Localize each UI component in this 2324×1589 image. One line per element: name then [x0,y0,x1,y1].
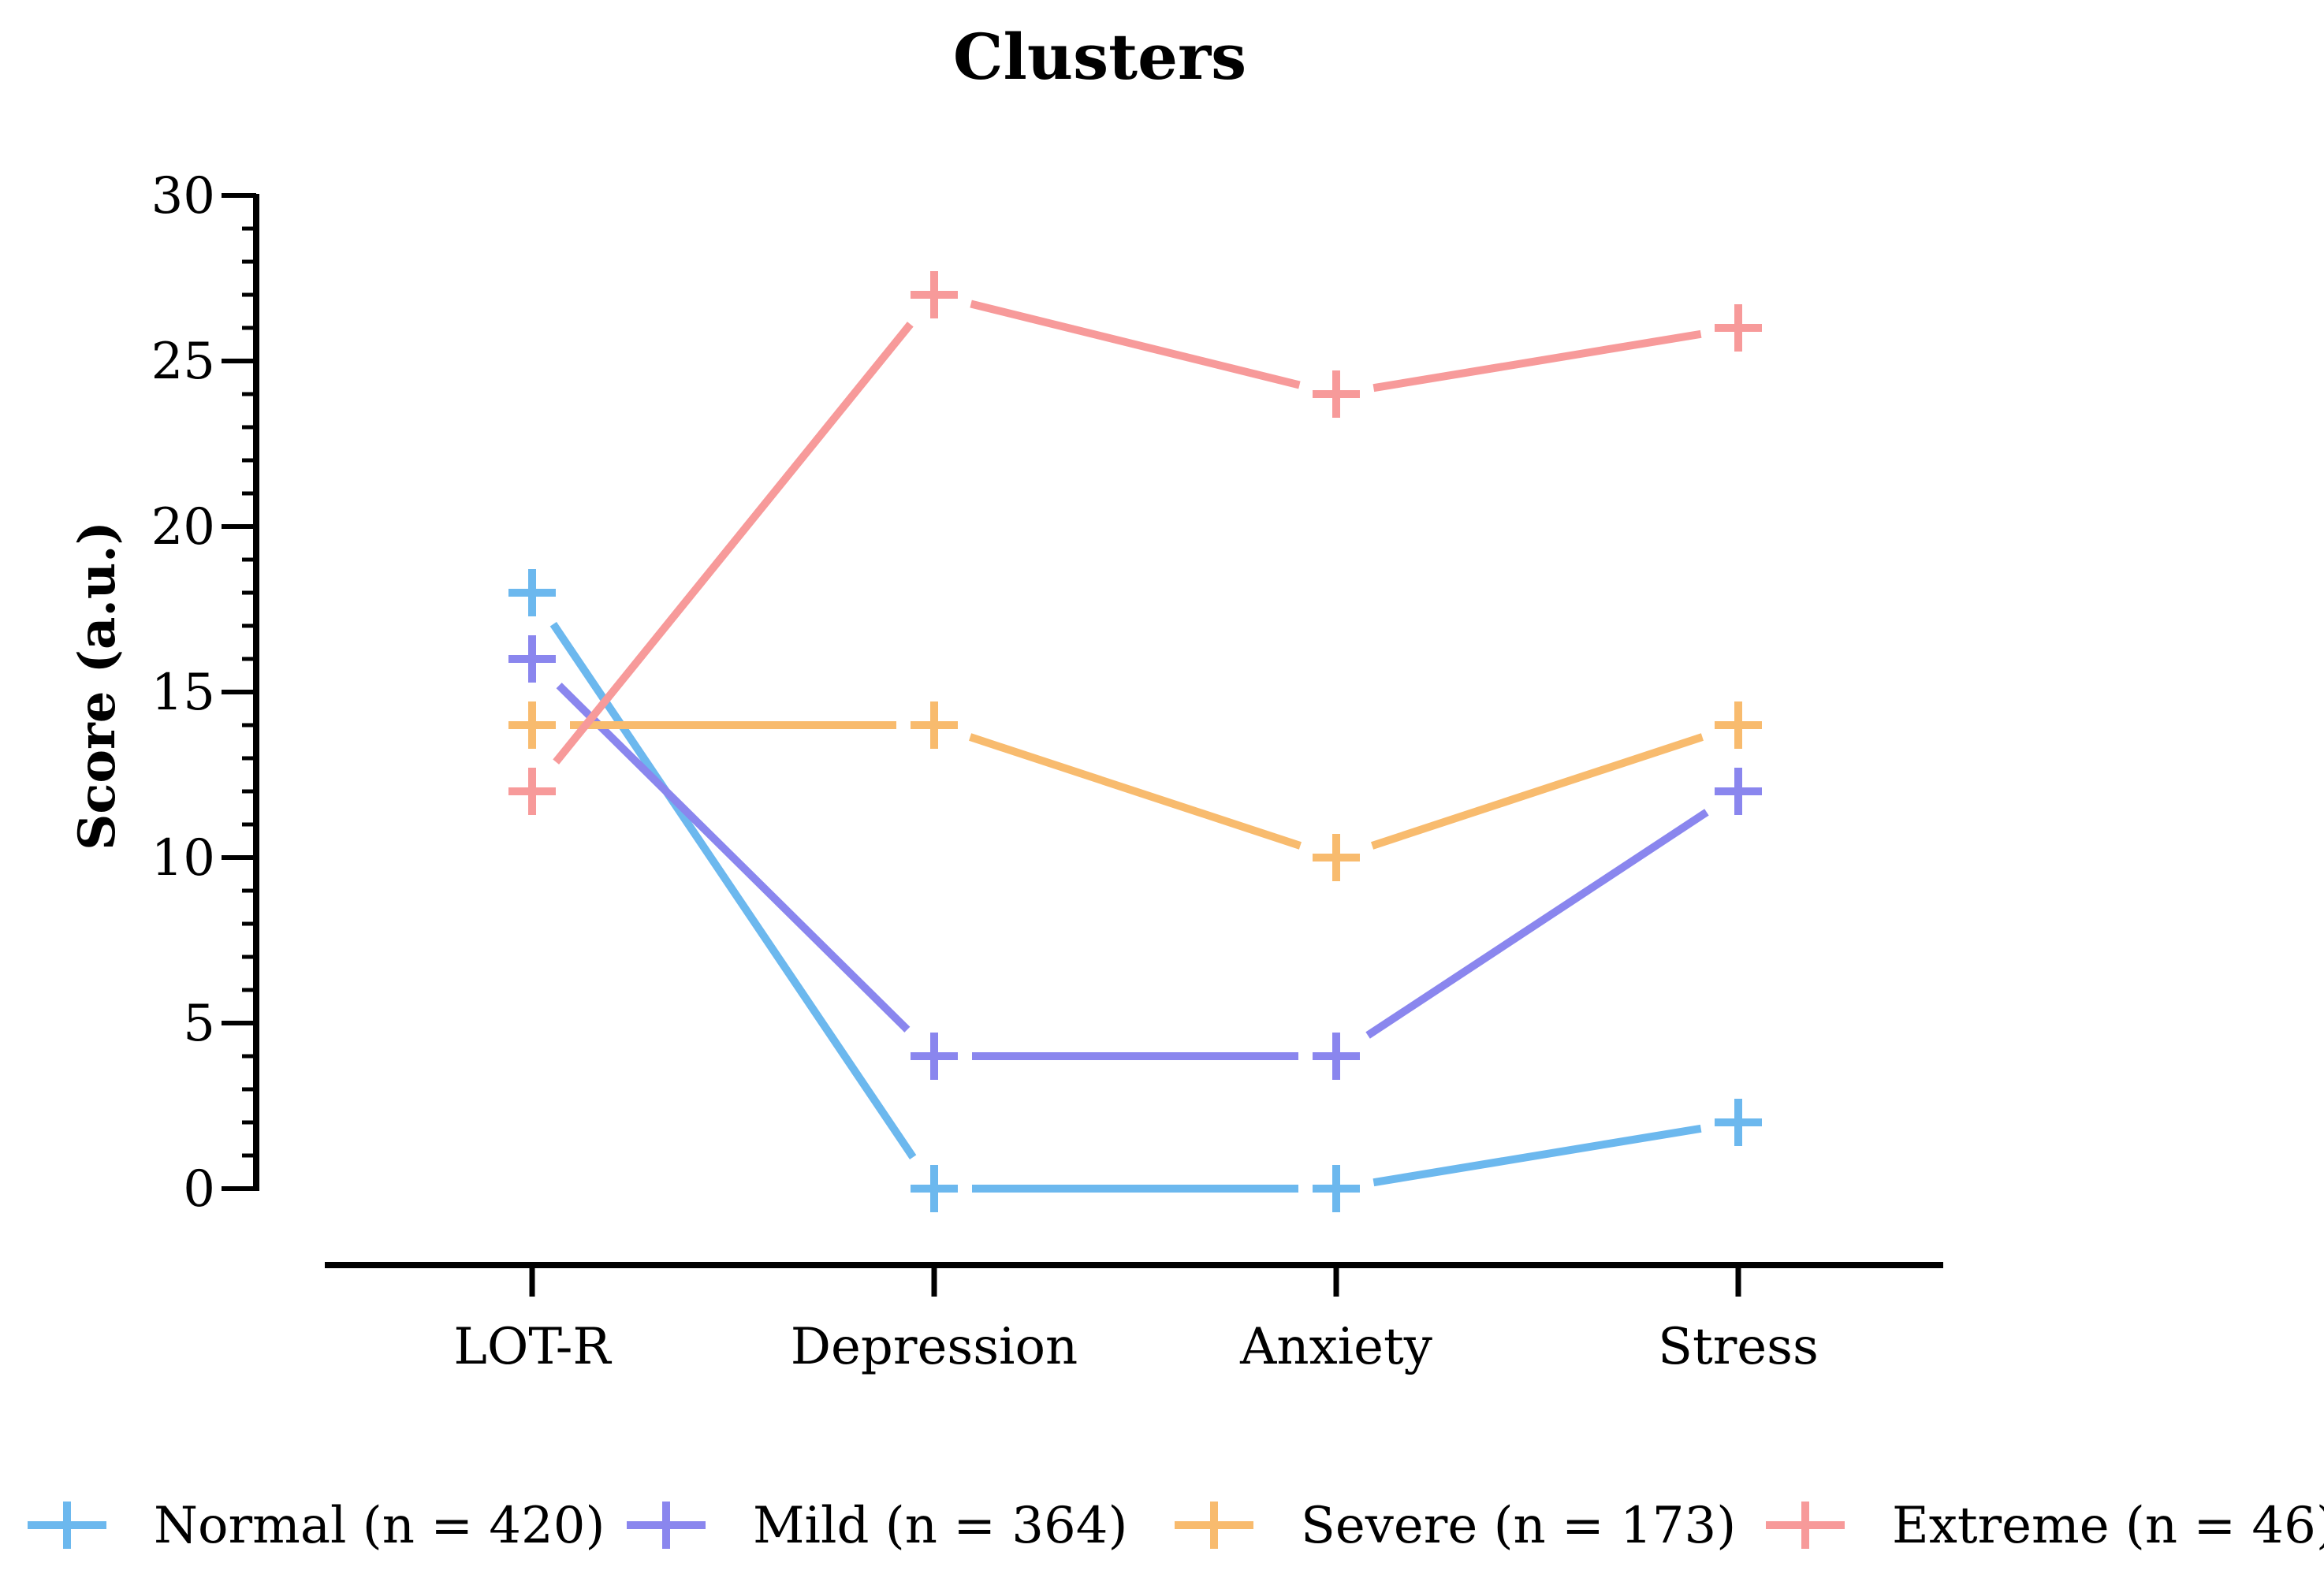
data-point-marker [1313,1033,1360,1080]
y-tick-label: 30 [151,167,215,225]
legend-label: Extreme (n = 46) [1892,1497,2324,1555]
y-tick-label: 15 [151,664,215,722]
legend-item: Normal (n = 420) [28,1497,605,1555]
series-line-segment [1372,329,1702,393]
series-line-segment [1371,733,1704,850]
legend: Normal (n = 420) Mild (n = 364) Severe (n … [28,1497,2324,1555]
legend-item: Severe (n = 173) [1175,1497,1736,1555]
series-line-segment [553,322,914,765]
data-point-marker [1313,370,1360,418]
data-point-marker [508,635,556,683]
data-point-marker [508,569,556,616]
legend-label: Severe (n = 173) [1301,1497,1736,1555]
data-point-marker [911,271,958,318]
y-tick-label: 25 [151,333,215,391]
legend-label: Mild (n = 364) [753,1497,1127,1555]
data-point-marker [1715,304,1762,352]
x-tick-label: Stress [1658,1318,1819,1376]
y-tick-label: 10 [151,829,215,888]
data-point-marker [1313,834,1360,881]
data-point-marker [1715,1099,1762,1146]
series-3 [508,271,1762,815]
legend-item: Extreme (n = 46) [1766,1497,2324,1555]
data-point-marker [508,768,556,815]
data-point-marker [1715,768,1762,815]
x-tick-label: Depression [791,1318,1078,1376]
x-tick-label: Anxiety [1239,1318,1432,1376]
series-2 [508,701,1762,881]
x-tick-label: LOT-R [453,1318,612,1376]
data-point-marker [911,1165,958,1212]
series-line-segment [969,733,1302,850]
y-tick-label: 20 [151,498,215,556]
series-0 [508,569,1762,1212]
series-line-segment [556,683,911,1033]
data-point-marker [1715,701,1762,749]
data-point-marker [911,701,958,749]
data-point-marker [508,701,556,749]
series-line-segment [1365,809,1709,1039]
legend-item: Mild (n = 364) [627,1497,1127,1555]
data-point-marker [1313,1165,1360,1212]
data-point-marker [911,1033,958,1080]
series-line-segment [1372,1124,1702,1187]
y-tick-label: 5 [183,995,215,1053]
series-line-segment [970,300,1301,389]
legend-label: Normal (n = 420) [154,1497,605,1555]
series-1 [508,635,1762,1080]
y-axis-label: Score (a.u.) [68,521,127,850]
chart-title: Clusters [953,20,1246,94]
series-layer [508,271,1762,1212]
series-line-segment [549,621,917,1160]
y-axis: 0 5 10 15 20 25 30 [151,167,259,1219]
x-axis: LOT-R Depression Anxiety Stress [325,1262,1943,1376]
y-tick-label: 0 [183,1160,215,1219]
